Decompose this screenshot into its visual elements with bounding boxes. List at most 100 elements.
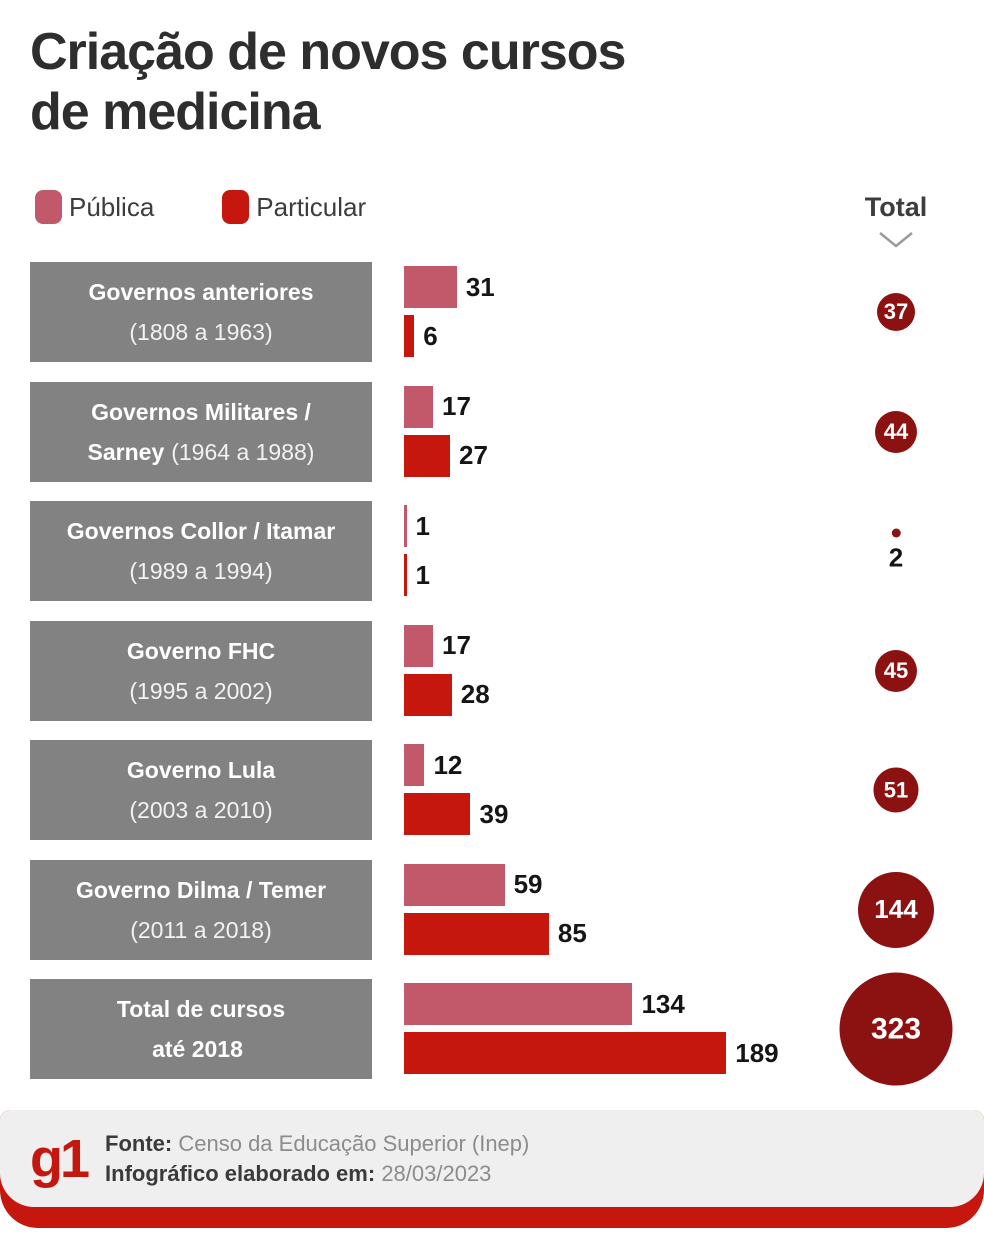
row-label-line1: Total de cursos (116, 996, 286, 1022)
chart-row: Governos Militares / Sarney (1964 a 1988)… (30, 381, 954, 482)
bar-particular (404, 793, 471, 835)
legend-swatch-particular-icon (222, 190, 250, 224)
row-total: 51 (873, 767, 919, 813)
bar-value-particular: 85 (557, 918, 587, 948)
row-label-line1: Governo Lula (126, 757, 276, 783)
legend-label-particular: Particular (256, 191, 367, 222)
footer-date-value: 28/03/2023 (381, 1160, 492, 1186)
row-bars: 134 189 (404, 979, 779, 1079)
bar-publica (404, 863, 505, 906)
total-circle: 323 (839, 972, 953, 1086)
row-label-box: Governo Lula (2003 a 2010) (30, 740, 372, 840)
bar-publica (404, 505, 407, 547)
bar-value-particular: 189 (735, 1037, 779, 1068)
row-label-line2: (2003 a 2010) (129, 797, 272, 823)
bar-particular (404, 912, 549, 955)
row-bars: 17 28 (404, 621, 490, 721)
bar-publica (404, 385, 433, 428)
bar-publica (404, 266, 457, 308)
total-circle (891, 528, 901, 538)
row-total: 44 (875, 410, 917, 453)
legend-item-particular: Particular (222, 190, 366, 224)
row-label-box: Governos Militares / Sarney (1964 a 1988) (30, 381, 372, 482)
page-title-line2: de medicina (30, 83, 321, 141)
total-circle: 144 (858, 871, 934, 948)
row-bars: 1 1 (404, 501, 430, 601)
total-circle: 45 (875, 649, 917, 692)
row-label-line2-bold: até 2018 (152, 1036, 243, 1062)
row-label-box: Governos Collor / Itamar (1989 a 1994) (30, 501, 372, 601)
bar-value-publica: 17 (441, 630, 471, 660)
bar-value-publica: 31 (465, 271, 495, 302)
chart-row: Governo Lula (2003 a 2010) 12 39 51 (30, 740, 954, 840)
chart-row: Governo FHC (1995 a 2002) 17 28 45 (30, 620, 954, 721)
total-header-label: Total (864, 192, 928, 222)
bar-publica (404, 983, 633, 1025)
chart-row: Governos Collor / Itamar (1989 a 1994) 1… (30, 501, 954, 601)
row-label-line1: Governos Militares / (91, 398, 311, 425)
footer-credits: Fonte: Censo da Educação Superior (Inep)… (105, 1129, 529, 1189)
row-label-line1: Governos anteriores (88, 279, 314, 305)
row-label-line2-regular: (1808 a 1963) (129, 319, 273, 345)
row-label-box: Governo Dilma / Temer (2011 a 2018) (30, 859, 372, 960)
bar-particular (404, 554, 407, 596)
total-circle: 37 (877, 293, 915, 331)
chart-row: Total de cursos até 2018 134 189 323 (30, 972, 954, 1086)
row-label-line2: Sarney (1964 a 1988) (88, 439, 315, 465)
bar-line-particular: 85 (404, 912, 587, 955)
bar-value-particular: 39 (479, 798, 509, 829)
total-value-outside: 2 (888, 542, 904, 573)
page-title: Criação de novos cursos de medicina (30, 22, 626, 142)
bar-publica (404, 744, 425, 786)
row-label-line1: Governos Collor / Itamar (66, 518, 336, 544)
bar-line-particular: 28 (404, 673, 490, 716)
row-total: 144 (858, 871, 934, 948)
footer-date-label: Infográfico elaborado em: (105, 1160, 376, 1186)
legend-swatch-publica-icon (35, 190, 62, 224)
bar-particular (404, 434, 451, 477)
bar-line-particular: 39 (404, 793, 508, 835)
row-bars: 59 85 (404, 860, 587, 960)
bar-line-publica: 17 (404, 385, 488, 428)
bar-value-publica: 17 (441, 391, 471, 421)
legend-label-publica: Pública (69, 191, 155, 222)
row-bars: 12 39 (404, 740, 508, 840)
row-label-line2: (1989 a 1994) (129, 558, 272, 584)
chart-rows: Governos anteriores (1808 a 1963) 31 6 3… (30, 262, 954, 1086)
footer-date-line: Infográfico elaborado em: 28/03/2023 (105, 1159, 529, 1189)
footer-panel: g1 Fonte: Censo da Educação Superior (In… (0, 1110, 984, 1207)
row-label-line2-regular: (1989 a 1994) (129, 558, 273, 584)
bar-line-publica: 134 (404, 983, 779, 1025)
bar-particular (404, 315, 415, 357)
legend-item-publica: Pública (35, 190, 154, 224)
row-label-line2-regular: (2003 a 2010) (129, 797, 273, 823)
footer-source-label: Fonte: (105, 1130, 173, 1156)
row-bars: 17 27 (404, 382, 488, 482)
bar-value-publica: 59 (513, 869, 543, 899)
bar-line-particular: 6 (404, 315, 495, 357)
bar-value-publica: 134 (641, 988, 685, 1019)
row-total: 45 (875, 649, 917, 692)
row-label-line2-regular: (2011 a 2018) (130, 916, 272, 943)
row-label-line2-regular: (1995 a 2002) (129, 677, 273, 704)
bar-value-particular: 28 (460, 679, 490, 709)
row-label-line2-bold: Sarney (87, 438, 165, 465)
row-total: 2 (888, 528, 904, 574)
total-circle: 44 (875, 410, 917, 453)
footer-source-line: Fonte: Censo da Educação Superior (Inep) (105, 1129, 529, 1159)
bar-value-publica: 1 (415, 510, 430, 541)
row-total: 37 (877, 293, 915, 331)
row-label-line2: (1995 a 2002) (129, 678, 272, 704)
bar-line-publica: 59 (404, 863, 587, 906)
bar-line-particular: 189 (404, 1032, 779, 1074)
row-label-line2: até 2018 (152, 1036, 250, 1062)
row-label-box: Governos anteriores (1808 a 1963) (30, 262, 372, 362)
g1-logo: g1 (30, 1128, 90, 1189)
bar-line-publica: 12 (404, 744, 508, 786)
bar-particular (404, 1032, 727, 1074)
total-column-header: Total (836, 192, 956, 254)
row-label-line1: Governo FHC (126, 637, 276, 664)
row-total: 323 (839, 972, 953, 1086)
chart-row: Governo Dilma / Temer (2011 a 2018) 59 8… (30, 859, 954, 960)
